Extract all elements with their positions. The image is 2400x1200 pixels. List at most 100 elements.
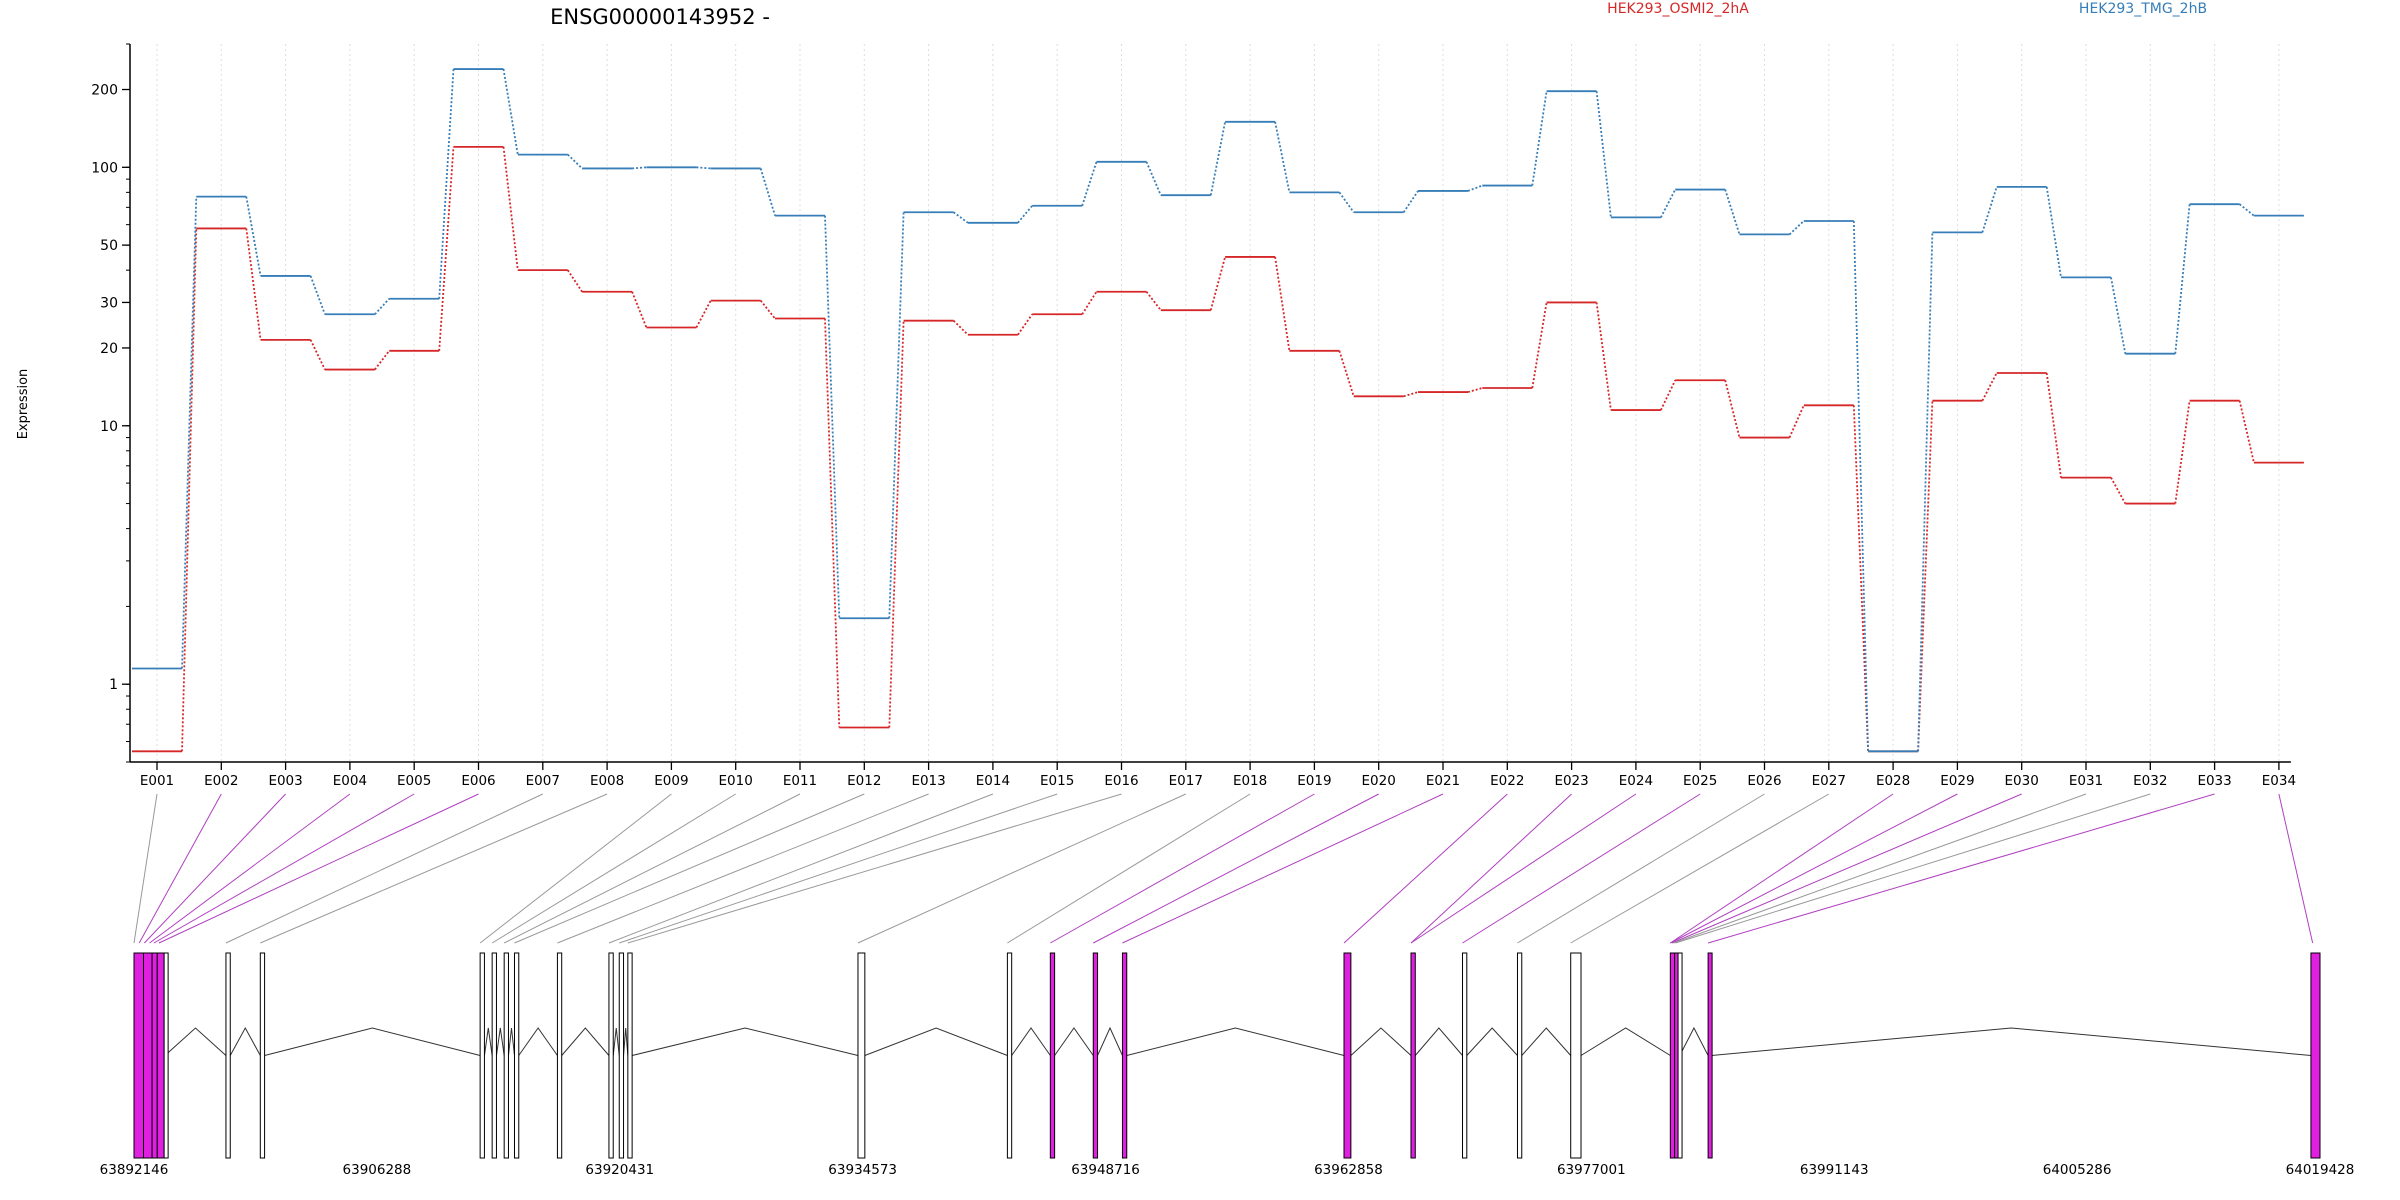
series-connector bbox=[1209, 256, 1226, 311]
x-tick-label: E019 bbox=[1297, 773, 1331, 789]
series-connector bbox=[245, 228, 262, 340]
intron-line bbox=[518, 1027, 558, 1056]
series-connector bbox=[1981, 186, 1998, 233]
intron-line bbox=[561, 1027, 610, 1056]
position-label: 64019428 bbox=[2286, 1162, 2355, 1178]
series-connector bbox=[502, 68, 519, 155]
exon-box bbox=[1570, 952, 1582, 1159]
intron-line bbox=[1414, 1027, 1463, 1056]
series-connector bbox=[1403, 391, 1419, 398]
series-connector bbox=[567, 153, 583, 170]
intron-line bbox=[483, 1027, 493, 1056]
mapping-line bbox=[2278, 793, 2314, 944]
series-connector bbox=[1724, 189, 1741, 235]
x-tick-label: E028 bbox=[1876, 773, 1910, 789]
exon-box bbox=[627, 952, 633, 1159]
x-tick-label: E009 bbox=[654, 773, 688, 789]
gene-model: 63892146 63906288 63920431 63934573 63948716… bbox=[100, 952, 2355, 1178]
exon-box bbox=[1669, 952, 1676, 1159]
y-tick-label: 20 bbox=[100, 341, 118, 357]
mapping-line bbox=[1671, 793, 2022, 944]
mapping-line bbox=[857, 793, 1187, 944]
intron-line bbox=[1679, 1026, 1709, 1056]
series-2 bbox=[132, 68, 2304, 753]
y-tick-label: 200 bbox=[91, 83, 118, 99]
position-label: 63934573 bbox=[828, 1162, 897, 1178]
x-tick-label: E017 bbox=[1169, 773, 1203, 789]
exon-box bbox=[618, 952, 625, 1159]
exon-box bbox=[151, 952, 158, 1159]
mapping-line bbox=[260, 793, 608, 944]
series-connector bbox=[1595, 91, 1612, 218]
series-connector bbox=[1852, 220, 1869, 752]
series-connector bbox=[888, 320, 905, 728]
series-connector bbox=[1724, 380, 1741, 438]
series-connector bbox=[632, 166, 647, 170]
series-connector bbox=[1274, 256, 1291, 351]
position-label: 64005286 bbox=[2043, 1162, 2112, 1178]
series-connector bbox=[181, 196, 198, 669]
position-label: 63948716 bbox=[1071, 1162, 1140, 1178]
intron-line bbox=[632, 1027, 859, 1056]
mapping-line bbox=[1462, 793, 1701, 944]
intron-line bbox=[264, 1027, 481, 1056]
x-tick-label: E032 bbox=[2133, 773, 2167, 789]
series-connector bbox=[502, 146, 519, 271]
mapping-line bbox=[627, 793, 1122, 944]
x-tick-label: E020 bbox=[1362, 773, 1396, 789]
mapping-line bbox=[1673, 793, 2087, 944]
x-tick-label: E021 bbox=[1426, 773, 1460, 789]
series-connector bbox=[1981, 372, 1998, 402]
mapping-line bbox=[225, 793, 544, 944]
series-connector bbox=[953, 211, 969, 224]
x-tick-label: E005 bbox=[397, 773, 431, 789]
series-connector bbox=[1081, 161, 1098, 207]
exon-box bbox=[259, 952, 266, 1159]
series-connector bbox=[1531, 302, 1548, 389]
intron-line bbox=[1350, 1027, 1412, 1056]
y-tick-label: 50 bbox=[100, 238, 118, 254]
series-connector bbox=[2045, 372, 2062, 478]
series-connector bbox=[1917, 400, 1934, 752]
x-tick-label: E027 bbox=[1812, 773, 1846, 789]
intron-line bbox=[1711, 1027, 2311, 1056]
series-connector bbox=[2110, 477, 2127, 504]
exon-box bbox=[556, 952, 563, 1159]
intron-line bbox=[164, 1027, 227, 1056]
y-tick-label: 1 bbox=[109, 677, 118, 693]
x-tick-label: E008 bbox=[590, 773, 624, 789]
series-connector bbox=[759, 168, 776, 216]
exon-box bbox=[513, 952, 520, 1159]
mapping-line bbox=[1670, 793, 1894, 944]
series-connector bbox=[2239, 203, 2255, 217]
series-connector bbox=[1660, 379, 1677, 411]
legend-series-2: HEK293_TMG_2hB bbox=[2079, 1, 2207, 17]
series-connector bbox=[696, 166, 711, 170]
position-label: 63977001 bbox=[1557, 1162, 1626, 1178]
mapping-line bbox=[479, 793, 672, 944]
legend-series-1: HEK293_OSMI2_2hA bbox=[1607, 1, 1749, 17]
exon-box bbox=[1462, 952, 1468, 1159]
mapping-line bbox=[1343, 793, 1508, 944]
series-connector bbox=[374, 298, 390, 315]
series-connector bbox=[1274, 121, 1291, 193]
series-connector bbox=[2110, 277, 2127, 354]
exon-box bbox=[1049, 952, 1056, 1159]
series-connector bbox=[695, 300, 712, 328]
x-tick-label: E010 bbox=[719, 773, 753, 789]
series-connector bbox=[567, 269, 583, 293]
series-connector bbox=[2045, 186, 2062, 278]
mapping-line bbox=[1050, 793, 1315, 944]
series-connector bbox=[2174, 204, 2191, 354]
mapping-line bbox=[1410, 793, 1572, 944]
series-connector bbox=[1145, 291, 1162, 311]
series-connector bbox=[631, 291, 648, 328]
x-tick-label: E034 bbox=[2262, 773, 2296, 789]
series-connector bbox=[1209, 121, 1226, 196]
mapping-line bbox=[1007, 793, 1251, 944]
series-connector bbox=[245, 196, 262, 277]
mapping-line bbox=[144, 793, 286, 944]
intron-line bbox=[1097, 1026, 1123, 1056]
exon-box bbox=[133, 952, 145, 1159]
